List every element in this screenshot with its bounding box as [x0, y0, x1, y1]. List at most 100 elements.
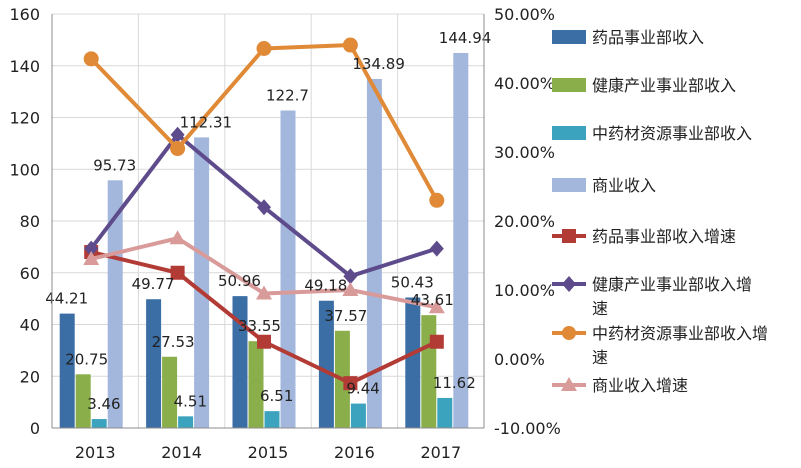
bar	[350, 403, 366, 428]
point-marker	[83, 250, 100, 265]
bar-data-label: 4.51	[174, 392, 207, 410]
bar	[146, 299, 162, 428]
bar-data-label: 134.89	[352, 55, 405, 73]
legend-marker	[562, 326, 576, 340]
point-marker	[428, 299, 445, 314]
legend-item: 中药材资源事业部收入增速	[552, 324, 768, 367]
point-marker	[343, 268, 358, 285]
y-right-tick-label: -10.00%	[494, 419, 561, 438]
legend-label: 商业收入增速	[592, 376, 688, 395]
y-left-tick-label: 20	[20, 367, 40, 386]
point-marker	[342, 282, 359, 296]
bar-data-label: 44.21	[45, 290, 88, 308]
legend-label: 药品事业部收入	[592, 28, 704, 47]
x-tick-label: 2017	[420, 443, 461, 462]
legend-label: 药品事业部收入增速	[592, 227, 736, 246]
legend-item: 中药材资源事业部收入	[552, 124, 752, 143]
x-tick-label: 2016	[334, 443, 375, 462]
legend-label: 健康产业事业部收入增速	[592, 275, 752, 318]
legend-item: 药品事业部收入	[552, 28, 704, 47]
bar	[264, 411, 280, 428]
bar-data-label: 20.75	[65, 350, 108, 368]
legend-label: 健康产业事业部收入	[592, 76, 736, 95]
bar	[162, 356, 178, 428]
point-marker	[429, 334, 444, 349]
x-axis: 2013 2014 2015 2016 2017	[52, 427, 484, 462]
x-tick-label: 2015	[248, 443, 289, 462]
bar	[59, 313, 75, 428]
data-labels-group: 44.21 49.77 50.96 49.18 50.43 20.75 27.53 33.55…	[45, 29, 491, 413]
left-y-axis: 0 20 40 60 80 100 120 140 160	[9, 5, 53, 438]
bar-data-label: 6.51	[260, 387, 293, 405]
bar	[366, 78, 382, 429]
bar	[405, 297, 421, 428]
legend-item: 药品事业部收入增速	[552, 227, 736, 246]
legend-swatch	[552, 30, 586, 44]
legend-item: 健康产业事业部收入增速	[552, 275, 752, 318]
y-left-tick-label: 120	[9, 109, 40, 128]
legend-swatch	[552, 78, 586, 92]
point-marker	[256, 41, 272, 56]
bar-data-label: 95.73	[93, 156, 136, 174]
legend-marker	[562, 229, 576, 243]
bar-data-label: 43.61	[411, 291, 454, 309]
legend-swatch	[552, 178, 586, 192]
bar-data-label: 112.31	[180, 113, 233, 131]
point-marker	[83, 51, 99, 67]
bar-data-label: 37.57	[324, 307, 367, 325]
point-marker	[170, 141, 186, 157]
legend-label: 中药材资源事业部收入增速	[592, 324, 768, 367]
legend-label-line: 速	[592, 299, 608, 318]
bar	[178, 416, 194, 428]
point-marker	[84, 240, 99, 257]
right-y-axis: -10.00% 0.00% 10.00% 20.00% 30.00% 40.00% 50.0…	[483, 5, 561, 438]
bar	[280, 110, 296, 429]
point-marker	[169, 230, 186, 245]
bar	[437, 397, 453, 428]
legend-label: 中药材资源事业部收入	[592, 124, 752, 143]
legend-item: 商业收入	[552, 176, 656, 195]
legend-marker	[562, 276, 576, 292]
y-right-tick-label: 0.00%	[494, 350, 545, 369]
point-marker	[343, 376, 358, 391]
bar	[453, 52, 469, 429]
point-marker	[257, 334, 271, 349]
bar-data-label: 50.43	[391, 274, 434, 292]
bar-data-label: 27.53	[152, 333, 195, 351]
point-marker	[257, 199, 271, 216]
bar-data-label: 122.7	[266, 87, 309, 105]
y-left-tick-label: 100	[9, 160, 40, 179]
legend-label-line: 中药材资源事业部收入增	[592, 324, 768, 343]
bar-data-label: 11.62	[433, 374, 476, 392]
bar-data-label: 144.94	[439, 29, 492, 47]
bar	[91, 419, 107, 428]
y-right-tick-label: 50.00%	[494, 5, 555, 24]
y-left-tick-label: 80	[20, 212, 40, 231]
y-left-tick-label: 160	[9, 5, 40, 24]
legend-label-line: 速	[592, 348, 608, 367]
bar-data-label: 49.77	[132, 275, 175, 293]
point-marker	[342, 37, 358, 53]
point-marker	[429, 240, 444, 257]
point-marker	[429, 192, 445, 208]
legend: 药品事业部收入健康产业事业部收入中药材资源事业部收入商业收入药品事业部收入增速健…	[552, 28, 768, 395]
point-marker	[170, 265, 185, 280]
y-left-tick-label: 140	[9, 57, 40, 76]
y-right-tick-label: 20.00%	[494, 212, 555, 231]
bar-data-label: 9.44	[346, 380, 379, 398]
legend-swatch	[552, 126, 586, 140]
bar-data-label: 49.18	[304, 277, 347, 295]
y-left-tick-label: 60	[20, 264, 40, 283]
bar-data-label: 33.55	[238, 317, 281, 335]
legend-item: 商业收入增速	[552, 376, 688, 395]
bar-data-label: 3.46	[87, 395, 120, 413]
x-tick-label: 2013	[75, 443, 116, 462]
point-marker	[170, 126, 185, 143]
y-right-tick-label: 10.00%	[494, 281, 555, 300]
legend-label: 商业收入	[592, 176, 656, 195]
bar-data-label: 50.96	[218, 272, 261, 290]
bar	[248, 341, 264, 428]
bar-series-group	[59, 52, 469, 429]
x-tick-label: 2014	[161, 443, 202, 462]
